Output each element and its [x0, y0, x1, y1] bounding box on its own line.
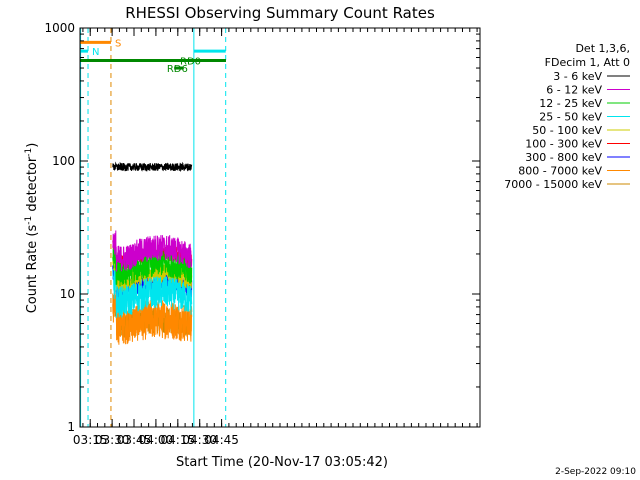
series-line-6-12-kev	[112, 230, 193, 272]
legend-label: 6 - 12 keV	[546, 84, 602, 97]
legend-header-line-2: FDecim 1, Att 0	[545, 56, 630, 69]
marker-label-s: S	[115, 38, 121, 49]
x-tick-label: 03:30	[95, 433, 130, 447]
x-tick-label: 04:00	[139, 433, 174, 447]
y-axis-label-pre: Count Rate (s	[25, 225, 40, 314]
x-tick-label: 03:15	[73, 433, 108, 447]
series-line-25-50-kev	[112, 269, 193, 318]
marker-label-rd0: RD0	[180, 56, 201, 67]
series-line-3-6-kev	[112, 161, 193, 172]
marker-label-n: N	[92, 47, 99, 58]
legend-label: 100 - 300 keV	[525, 138, 602, 151]
y-tick-label: 1	[67, 420, 75, 434]
legend-label: 300 - 800 keV	[525, 151, 602, 164]
y-tick-label: 100	[52, 154, 75, 168]
y-tick-label: 10	[60, 287, 75, 301]
footer-date: 2-Sep-2022 09:10	[555, 467, 636, 477]
x-tick-label: 04:15	[161, 433, 196, 447]
legend-label: 7000 - 15000 keV	[504, 178, 602, 191]
legend-label: 25 - 50 keV	[539, 111, 602, 124]
x-tick-label: 03:45	[117, 433, 152, 447]
legend-label: 800 - 7000 keV	[518, 165, 602, 178]
chart-title: RHESSI Observing Summary Count Rates	[125, 4, 435, 22]
y-axis-label: Count Rate (s-1 detector-1)	[24, 143, 40, 314]
y-axis-label-sup2: -1	[24, 148, 34, 157]
legend-label: 50 - 100 keV	[532, 124, 602, 137]
marker-label-rd6: RD6	[167, 64, 188, 75]
legend-header-line-1: Det 1,3,6,	[575, 42, 630, 55]
y-axis-label-post: )	[25, 143, 40, 148]
y-tick-label: 1000	[44, 21, 75, 35]
legend-label: 3 - 6 keV	[553, 70, 602, 83]
x-tick-label: 04:30	[182, 433, 217, 447]
x-axis-label: Start Time (20-Nov-17 03:05:42)	[176, 455, 388, 470]
series-line-800-7000-kev	[112, 289, 193, 345]
y-axis-label-mid: detector	[25, 156, 40, 216]
y-axis-label-sup1: -1	[24, 216, 34, 225]
legend-label: 12 - 25 keV	[539, 97, 602, 110]
x-tick-label: 04:45	[204, 433, 239, 447]
